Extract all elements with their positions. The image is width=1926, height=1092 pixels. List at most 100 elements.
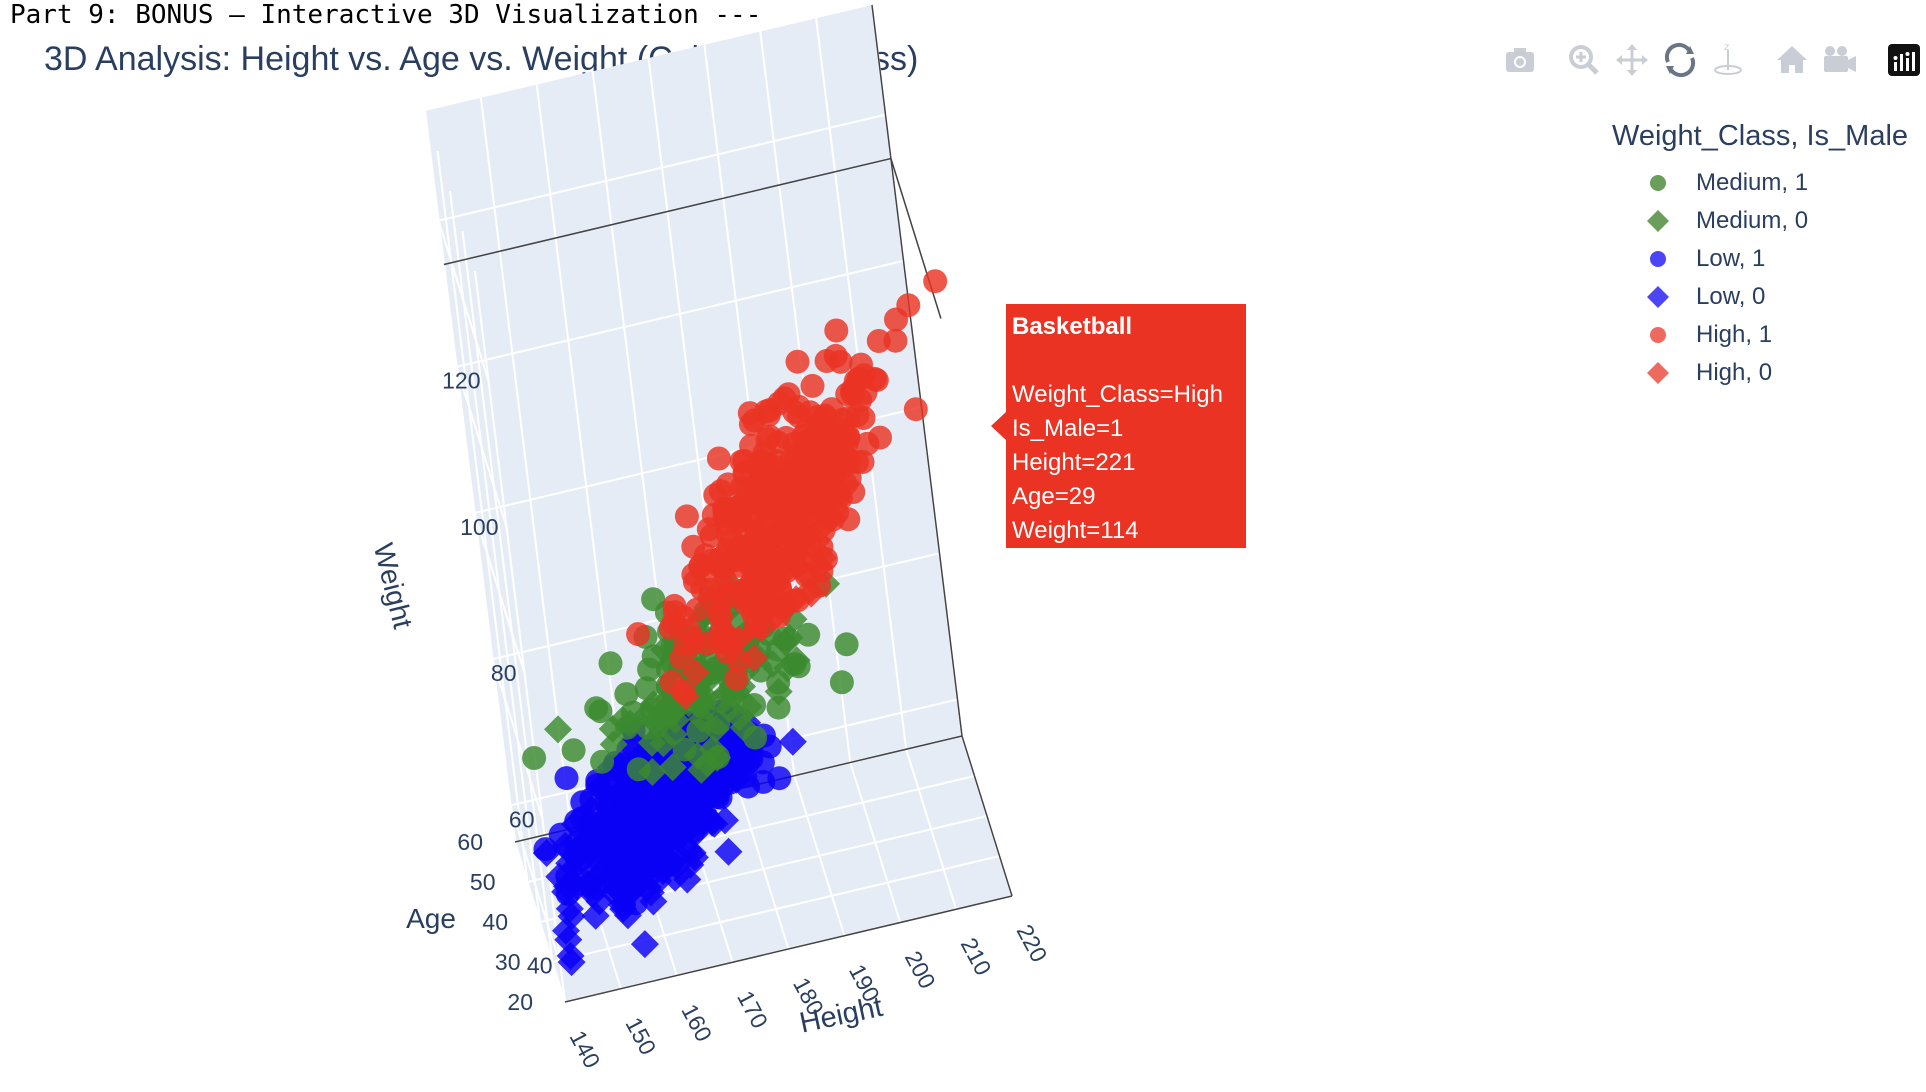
data-point-medium-1[interactable] [706,745,730,770]
data-point-low-1[interactable] [594,789,619,814]
home-icon[interactable] [1772,40,1812,80]
pan-icon[interactable] [1612,40,1652,80]
data-point-high-1[interactable] [800,373,825,398]
turntable-rotate-icon[interactable]: z [1708,40,1748,80]
data-point-high-1[interactable] [824,318,849,343]
data-point-high-1[interactable] [866,329,891,353]
data-point-low-1[interactable] [628,855,653,880]
data-point-medium-0[interactable] [649,696,678,725]
data-point-low-0[interactable] [714,837,743,866]
data-point-low-0[interactable] [778,727,807,756]
data-point-high-0[interactable] [681,658,710,687]
data-point-low-1[interactable] [605,806,630,831]
data-point-medium-1[interactable] [598,651,623,676]
data-point-high-1[interactable] [737,401,762,426]
data-point-high-1[interactable] [724,666,749,691]
data-point-high-1[interactable] [803,452,827,477]
legend-item[interactable]: Low, 0 [1638,278,1765,316]
data-point-high-1[interactable] [688,554,713,579]
data-point-high-1[interactable] [767,391,792,416]
data-point-high-1[interactable] [826,428,850,453]
data-point-medium-0[interactable] [701,715,730,743]
data-point-low-1[interactable] [566,829,591,854]
data-point-medium-0[interactable] [638,758,667,786]
data-point-high-1[interactable] [757,424,782,449]
data-point-low-1[interactable] [751,769,776,794]
data-point-high-1[interactable] [727,540,752,564]
data-point-low-1[interactable] [671,789,695,813]
data-point-medium-1[interactable] [590,749,615,774]
data-point-high-1[interactable] [820,507,845,532]
data-point-low-1[interactable] [612,892,636,917]
data-point-high-1[interactable] [843,368,868,393]
data-point-low-0[interactable] [557,948,586,977]
data-point-low-1[interactable] [555,881,580,906]
video-camera-icon[interactable] [1820,40,1860,80]
data-point-high-1[interactable] [813,547,838,571]
data-point-high-1[interactable] [844,450,869,475]
data-point-high-1[interactable] [807,573,832,598]
data-point-high-1[interactable] [828,349,853,374]
zoom-icon[interactable] [1564,40,1604,80]
data-point-high-1[interactable] [732,449,757,473]
data-point-high-1[interactable] [726,648,751,673]
data-point-high-1[interactable] [712,626,736,651]
data-point-high-1[interactable] [864,368,889,393]
data-point-low-1[interactable] [662,809,687,834]
data-point-medium-1[interactable] [588,699,613,724]
data-point-low-1[interactable] [600,829,625,854]
data-point-high-1[interactable] [797,489,822,514]
data-point-medium-1[interactable] [686,718,711,743]
data-point-high-1[interactable] [756,525,781,550]
data-point-high-1[interactable] [771,482,796,507]
data-point-high-1[interactable] [796,428,821,453]
orbit-rotate-icon[interactable] [1660,40,1700,80]
data-point-medium-1[interactable] [522,746,547,770]
data-point-low-1[interactable] [698,782,723,807]
data-point-high-1[interactable] [780,507,805,532]
legend-item[interactable]: High, 1 [1638,316,1772,354]
data-point-high-1[interactable] [690,577,715,602]
data-point-low-1[interactable] [554,766,579,791]
data-point-high-1[interactable] [767,575,792,600]
data-point-low-0[interactable] [711,806,739,835]
data-point-high-1[interactable] [674,504,699,529]
data-point-high-1[interactable] [903,397,928,422]
data-point-high-1[interactable] [793,524,818,549]
data-point-low-1[interactable] [681,818,706,843]
data-point-low-1[interactable] [585,768,610,793]
data-point-medium-1[interactable] [708,689,733,714]
data-point-low-0[interactable] [554,925,583,954]
legend-item[interactable]: Medium, 0 [1638,202,1808,240]
data-point-medium-1[interactable] [829,670,854,695]
data-point-high-1[interactable] [671,679,696,704]
data-point-high-1[interactable] [883,328,908,353]
data-point-medium-1[interactable] [766,695,791,720]
data-point-medium-1[interactable] [786,654,811,679]
data-point-low-1[interactable] [750,750,775,775]
data-point-high-1[interactable] [662,593,687,618]
data-point-medium-1[interactable] [637,657,662,682]
data-point-high-1[interactable] [757,557,782,582]
data-point-high-1[interactable] [786,394,811,419]
legend-item[interactable]: Low, 1 [1638,240,1765,278]
data-point-high-1[interactable] [706,446,731,471]
data-point-medium-1[interactable] [796,622,821,647]
data-point-high-1[interactable] [723,496,747,520]
data-point-low-0[interactable] [676,850,705,879]
data-point-medium-0[interactable] [658,753,687,782]
data-point-medium-1[interactable] [766,670,791,695]
data-point-low-1[interactable] [602,856,627,881]
data-point-medium-0[interactable] [649,729,678,758]
data-point-medium-1[interactable] [614,682,639,707]
legend-item[interactable]: Medium, 1 [1638,164,1808,202]
data-point-low-0[interactable] [630,930,659,959]
data-point-medium-1[interactable] [742,693,767,717]
data-point-high-1[interactable] [822,450,847,475]
data-point-high-1[interactable] [813,403,837,428]
data-point-low-1[interactable] [533,837,558,862]
camera-icon[interactable] [1500,40,1540,80]
data-point-high-1[interactable] [896,293,921,318]
data-point-high-1[interactable] [706,602,731,627]
